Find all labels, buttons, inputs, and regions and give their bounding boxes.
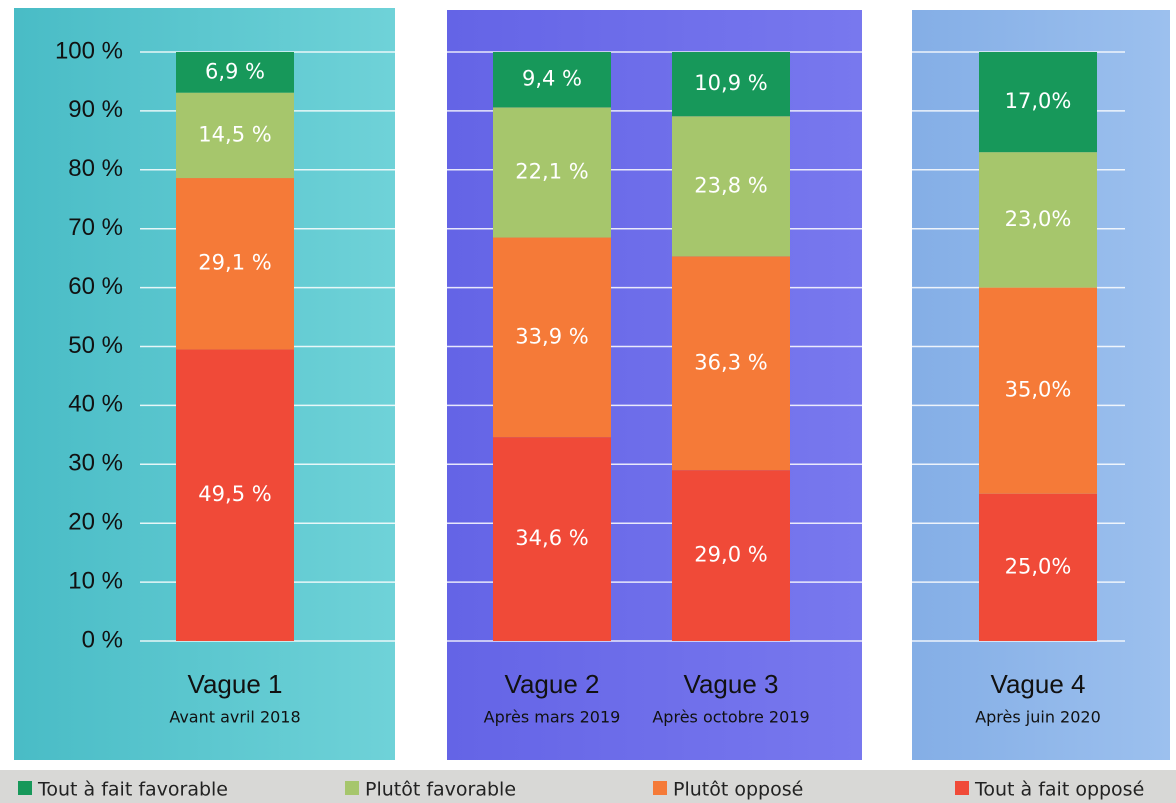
bar-segment: [672, 116, 790, 257]
x-tick-sublabel: Après mars 2019: [484, 708, 621, 727]
value-label: 23,8 %: [694, 173, 767, 197]
legend-swatch: [345, 781, 359, 795]
bar-segment: [979, 287, 1097, 494]
y-tick-label: 40 %: [68, 391, 123, 418]
bar-segment: [493, 52, 611, 108]
value-label: 10,9 %: [694, 71, 767, 95]
y-tick-label: 30 %: [68, 450, 123, 477]
bar-segment: [493, 237, 611, 438]
value-label: 23,0%: [1005, 207, 1072, 231]
y-tick-label: 70 %: [68, 214, 123, 241]
bar-segment: [979, 152, 1097, 288]
y-tick-label: 10 %: [68, 567, 123, 594]
y-tick-label: 80 %: [68, 155, 123, 182]
legend-swatch: [653, 781, 667, 795]
legend-label: Plutôt opposé: [673, 779, 803, 801]
bar-segment: [672, 470, 790, 641]
bar-segment: [493, 437, 611, 641]
value-label: 35,0%: [1005, 378, 1072, 402]
value-label: 25,0%: [1005, 554, 1072, 578]
value-label: 49,5 %: [198, 482, 271, 506]
x-tick-label: Vague 2: [505, 669, 600, 699]
bar-segment: [176, 92, 294, 179]
y-tick-label: 20 %: [68, 509, 123, 536]
value-label: 33,9 %: [515, 324, 588, 348]
x-tick-label: Vague 4: [991, 669, 1086, 699]
bar-segment: [979, 493, 1097, 641]
legend-strip: [0, 770, 1176, 803]
value-label: 29,1 %: [198, 251, 271, 275]
x-tick-sublabel: Après juin 2020: [975, 708, 1101, 727]
bar-segment: [176, 349, 294, 641]
x-tick-label: Vague 1: [188, 669, 283, 699]
value-label: 6,9 %: [205, 59, 265, 83]
bar-segment: [176, 52, 294, 93]
bar-segment: [493, 107, 611, 238]
value-label: 29,0 %: [694, 543, 767, 567]
value-label: 9,4 %: [522, 67, 582, 91]
bar-segment: [672, 256, 790, 471]
legend-label: Tout à fait favorable: [37, 779, 228, 801]
y-tick-label: 90 %: [68, 96, 123, 123]
value-label: 17,0%: [1005, 89, 1072, 113]
value-label: 34,6 %: [515, 526, 588, 550]
x-tick-sublabel: Avant avril 2018: [169, 708, 300, 727]
y-tick-label: 50 %: [68, 332, 123, 359]
bar-segment: [979, 52, 1097, 153]
y-tick-label: 60 %: [68, 273, 123, 300]
legend-label: Plutôt favorable: [365, 779, 516, 801]
x-tick-sublabel: Après octobre 2019: [652, 708, 809, 727]
value-label: 36,3 %: [694, 350, 767, 374]
value-label: 22,1 %: [515, 159, 588, 183]
legend-swatch: [18, 781, 32, 795]
x-tick-label: Vague 3: [684, 669, 779, 699]
y-tick-label: 100 %: [55, 37, 123, 64]
bar-segment: [672, 52, 790, 117]
legend-label: Tout à fait opposé: [974, 779, 1144, 801]
value-label: 14,5 %: [198, 122, 271, 146]
bar-segment: [176, 178, 294, 350]
y-tick-label: 0 %: [82, 626, 123, 653]
legend-swatch: [955, 781, 969, 795]
